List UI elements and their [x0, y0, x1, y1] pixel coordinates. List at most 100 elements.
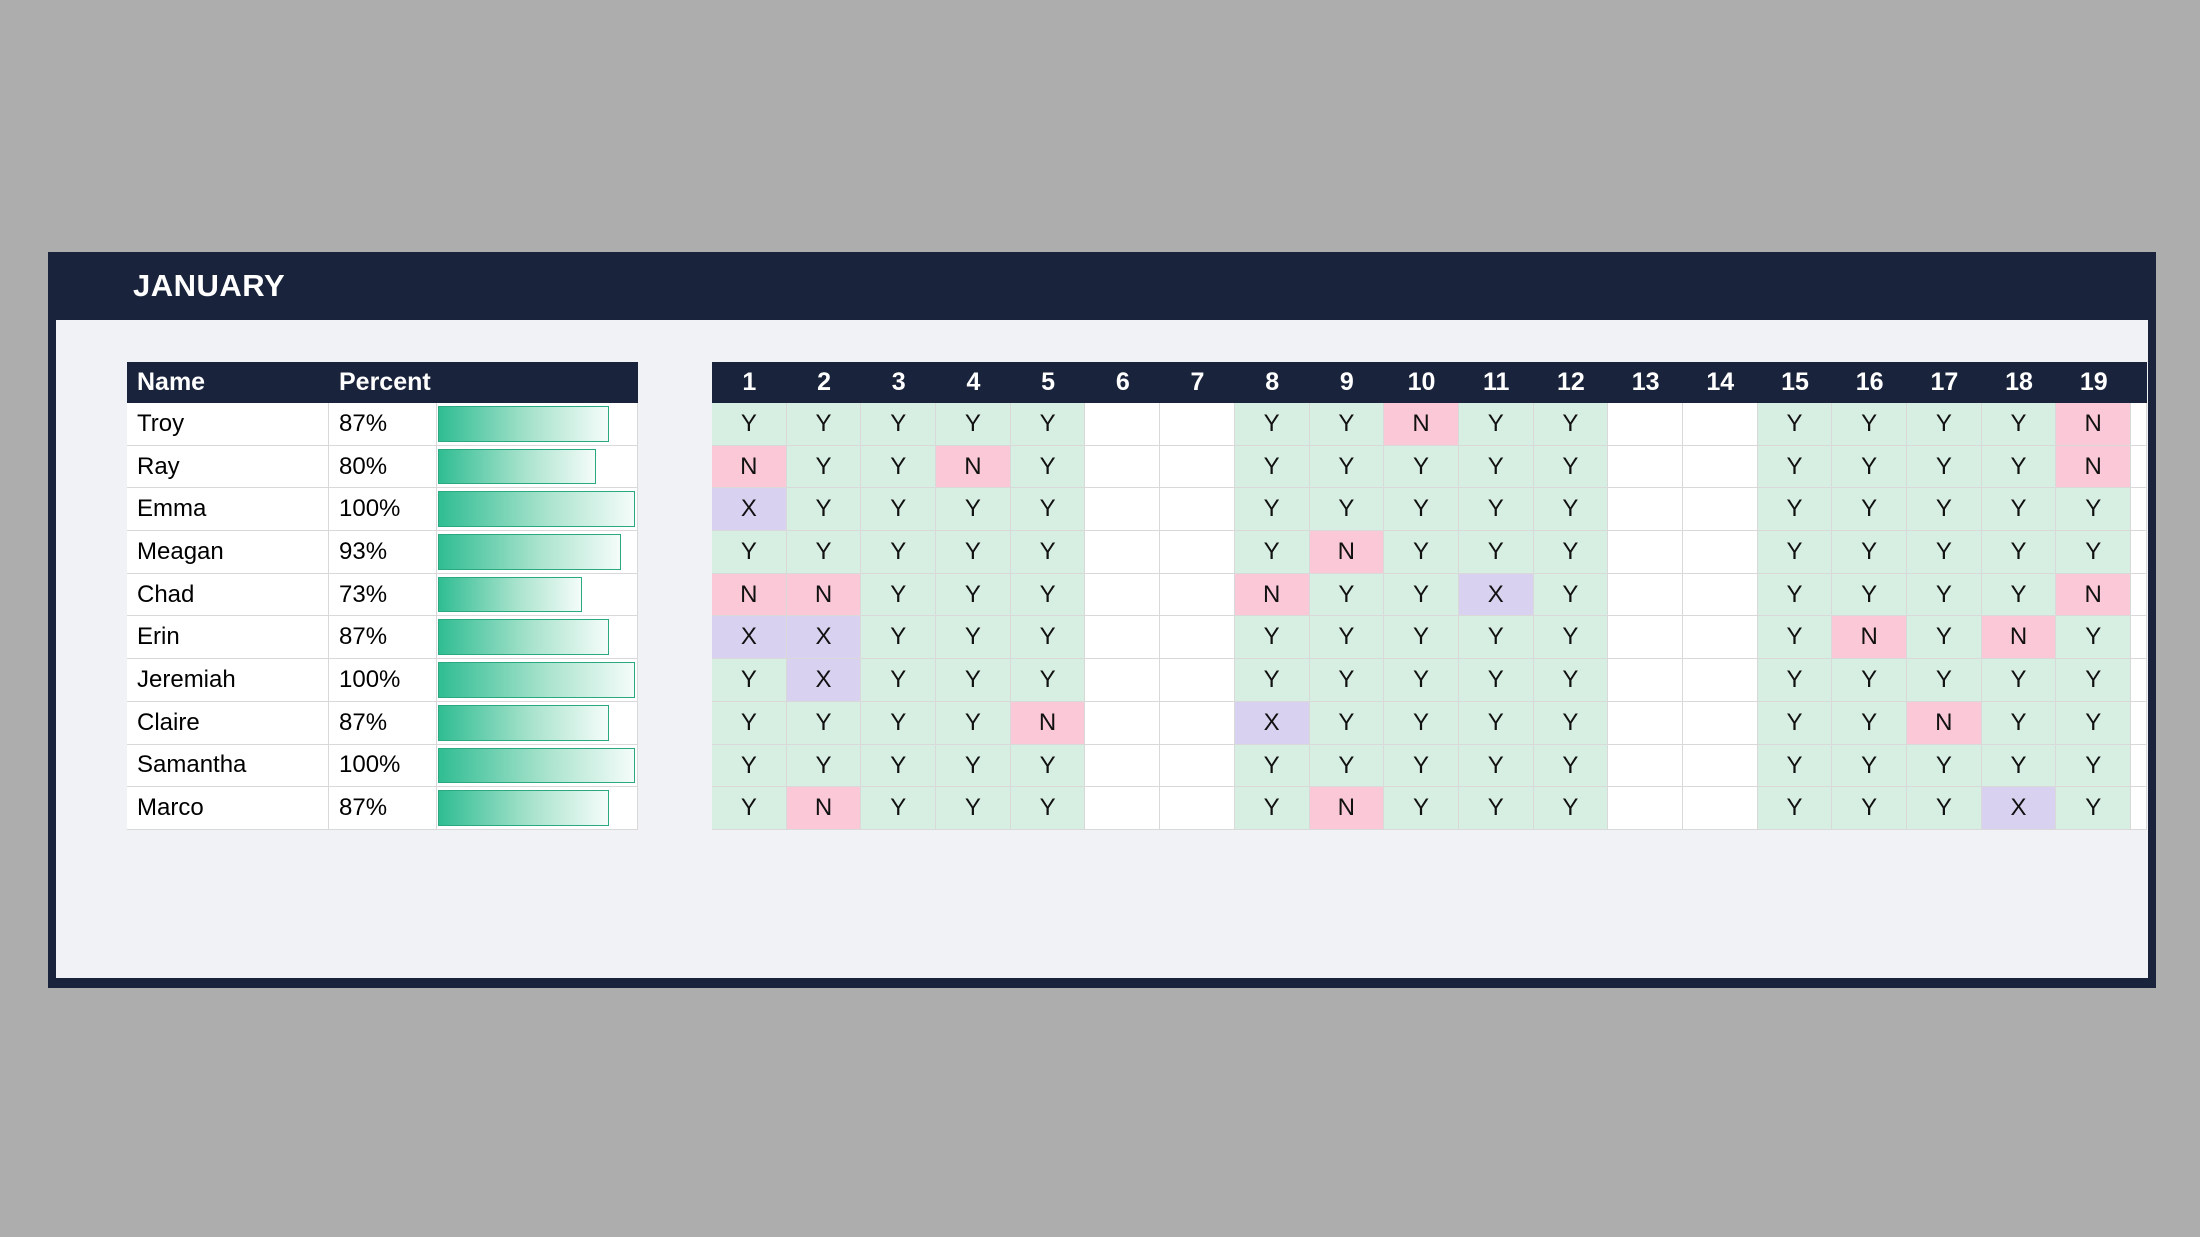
attendance-cell[interactable]: Y	[936, 488, 1011, 532]
attendance-cell[interactable]: N	[1234, 573, 1310, 617]
attendance-cell[interactable]	[1608, 787, 1683, 830]
attendance-cell[interactable]	[1682, 616, 1758, 660]
attendance-cell[interactable]: Y	[936, 787, 1011, 830]
attendance-cell[interactable]: Y	[1309, 701, 1385, 745]
attendance-cell[interactable]: X	[1458, 573, 1534, 617]
attendance-cell[interactable]: Y	[1384, 616, 1459, 660]
percent-cell[interactable]: 87%	[329, 787, 437, 830]
attendance-cell[interactable]: Y	[1234, 787, 1310, 830]
attendance-cell[interactable]: Y	[1832, 659, 1907, 702]
attendance-cell[interactable]: Y	[1010, 403, 1086, 446]
attendance-cell[interactable]: X	[712, 616, 787, 660]
attendance-cell[interactable]: Y	[1384, 573, 1459, 617]
attendance-cell[interactable]: Y	[1757, 488, 1833, 532]
attendance-cell[interactable]: X	[786, 659, 862, 702]
attendance-cell[interactable]: Y	[786, 403, 862, 446]
attendance-cell[interactable]: Y	[1234, 488, 1310, 532]
attendance-cell[interactable]: Y	[1981, 573, 2057, 617]
attendance-cell[interactable]: Y	[1234, 616, 1310, 660]
attendance-cell[interactable]: Y	[1832, 531, 1907, 574]
attendance-cell[interactable]: Y	[786, 744, 862, 788]
attendance-cell[interactable]: Y	[1458, 531, 1534, 574]
attendance-cell[interactable]: Y	[1010, 531, 1086, 574]
name-cell[interactable]: Troy	[127, 403, 329, 446]
name-cell[interactable]: Ray	[127, 445, 329, 489]
attendance-cell[interactable]: X	[712, 488, 787, 532]
attendance-cell[interactable]: Y	[1010, 659, 1086, 702]
attendance-cell[interactable]: Y	[1533, 701, 1609, 745]
attendance-cell[interactable]	[1085, 701, 1161, 745]
attendance-cell[interactable]: Y	[1384, 531, 1459, 574]
attendance-cell[interactable]: Y	[1832, 744, 1907, 788]
attendance-cell[interactable]: Y	[861, 573, 937, 617]
attendance-cell[interactable]: Y	[1533, 488, 1609, 532]
attendance-cell[interactable]	[1160, 445, 1235, 489]
attendance-cell[interactable]: Y	[1384, 701, 1459, 745]
attendance-cell[interactable]: Y	[1309, 573, 1385, 617]
attendance-cell[interactable]: Y	[1757, 659, 1833, 702]
name-cell[interactable]: Erin	[127, 616, 329, 660]
attendance-cell[interactable]	[1085, 787, 1161, 830]
attendance-cell[interactable]: Y	[1907, 573, 1982, 617]
attendance-cell[interactable]: Y	[1234, 403, 1310, 446]
attendance-cell[interactable]	[1160, 573, 1235, 617]
attendance-cell[interactable]: Y	[1458, 787, 1534, 830]
percent-cell[interactable]: 93%	[329, 531, 437, 574]
attendance-cell[interactable]: Y	[1458, 659, 1534, 702]
attendance-cell[interactable]: Y	[861, 531, 937, 574]
name-cell[interactable]: Jeremiah	[127, 659, 329, 702]
attendance-cell[interactable]: Y	[1458, 445, 1534, 489]
attendance-cell[interactable]: Y	[1234, 445, 1310, 489]
name-cell[interactable]: Meagan	[127, 531, 329, 574]
attendance-cell[interactable]: Y	[1907, 488, 1982, 532]
attendance-cell[interactable]: Y	[2056, 701, 2132, 745]
attendance-cell[interactable]: Y	[1533, 659, 1609, 702]
attendance-cell[interactable]: Y	[786, 531, 862, 574]
attendance-cell[interactable]: Y	[1384, 744, 1459, 788]
attendance-cell[interactable]	[1160, 488, 1235, 532]
attendance-cell[interactable]: Y	[1533, 531, 1609, 574]
attendance-cell[interactable]	[1682, 531, 1758, 574]
attendance-cell[interactable]: Y	[1234, 659, 1310, 702]
attendance-cell[interactable]: Y	[1309, 616, 1385, 660]
attendance-cell[interactable]	[1608, 616, 1683, 660]
attendance-cell[interactable]: Y	[1533, 445, 1609, 489]
attendance-cell[interactable]: Y	[1757, 744, 1833, 788]
attendance-cell[interactable]: Y	[1832, 488, 1907, 532]
attendance-cell[interactable]	[1682, 787, 1758, 830]
attendance-cell[interactable]: Y	[861, 488, 937, 532]
attendance-cell[interactable]: Y	[1010, 787, 1086, 830]
attendance-cell[interactable]: Y	[712, 659, 787, 702]
attendance-cell[interactable]: Y	[1832, 701, 1907, 745]
name-cell[interactable]: Claire	[127, 701, 329, 745]
attendance-cell[interactable]	[1160, 531, 1235, 574]
attendance-cell[interactable]: Y	[1010, 616, 1086, 660]
percent-cell[interactable]: 87%	[329, 403, 437, 446]
attendance-cell[interactable]: X	[786, 616, 862, 660]
attendance-cell[interactable]: Y	[1309, 445, 1385, 489]
attendance-cell[interactable]	[1160, 659, 1235, 702]
attendance-cell[interactable]	[1608, 488, 1683, 532]
attendance-cell[interactable]: Y	[861, 616, 937, 660]
attendance-cell[interactable]: Y	[1907, 445, 1982, 489]
attendance-cell[interactable]: Y	[861, 403, 937, 446]
attendance-cell[interactable]: Y	[1757, 787, 1833, 830]
attendance-cell[interactable]	[1682, 701, 1758, 745]
attendance-cell[interactable]: Y	[1458, 616, 1534, 660]
attendance-cell[interactable]	[1160, 701, 1235, 745]
attendance-cell[interactable]: N	[1309, 531, 1385, 574]
attendance-cell[interactable]: Y	[936, 659, 1011, 702]
attendance-cell[interactable]: Y	[1981, 701, 2057, 745]
attendance-cell[interactable]: Y	[1384, 787, 1459, 830]
attendance-cell[interactable]: Y	[1384, 659, 1459, 702]
attendance-cell[interactable]: Y	[1309, 403, 1385, 446]
attendance-cell[interactable]: N	[786, 787, 862, 830]
percent-cell[interactable]: 80%	[329, 445, 437, 489]
attendance-cell[interactable]: Y	[1234, 744, 1310, 788]
attendance-cell[interactable]: Y	[1309, 659, 1385, 702]
attendance-cell[interactable]: Y	[1981, 445, 2057, 489]
attendance-cell[interactable]: Y	[861, 445, 937, 489]
attendance-cell[interactable]: Y	[2056, 659, 2132, 702]
attendance-cell[interactable]: Y	[1757, 445, 1833, 489]
attendance-cell[interactable]: Y	[1757, 573, 1833, 617]
